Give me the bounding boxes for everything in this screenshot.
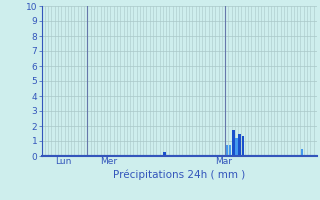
Bar <box>238 134 241 156</box>
Bar <box>235 138 238 156</box>
Bar <box>225 145 228 156</box>
Bar <box>301 148 303 156</box>
Bar <box>163 152 166 156</box>
Bar <box>232 130 235 156</box>
Bar <box>242 136 244 156</box>
X-axis label: Précipitations 24h ( mm ): Précipitations 24h ( mm ) <box>113 169 245 180</box>
Bar <box>228 145 231 156</box>
